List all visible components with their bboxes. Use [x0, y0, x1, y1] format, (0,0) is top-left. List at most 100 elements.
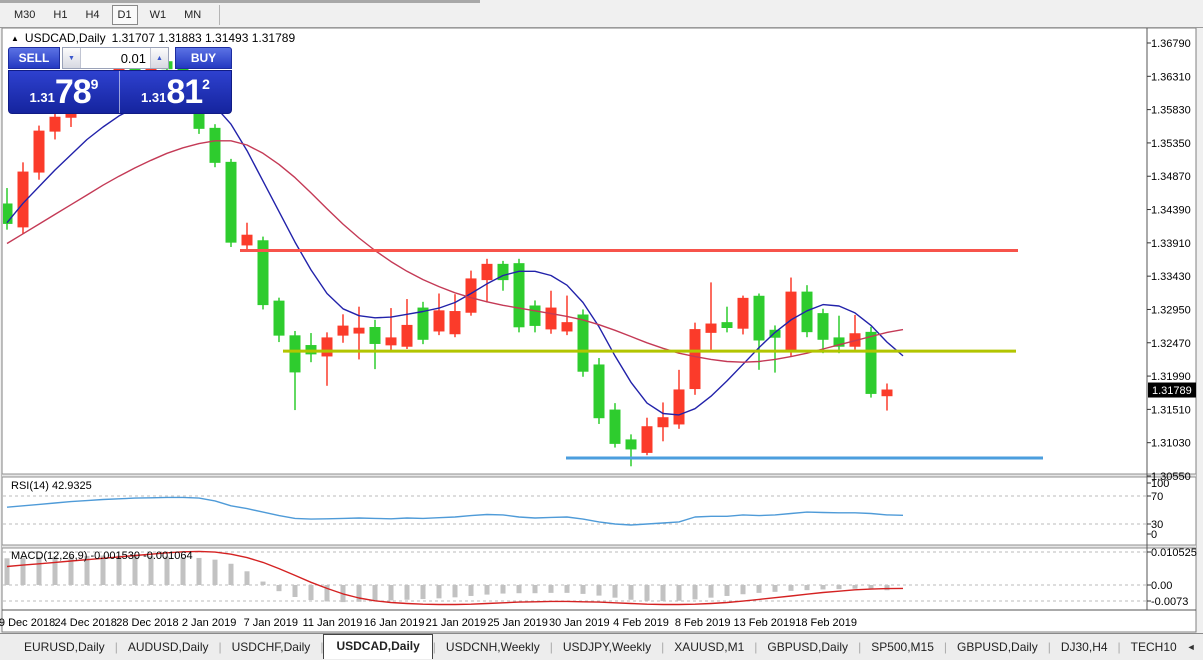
candle-body [225, 161, 237, 243]
timeframe-button-w1[interactable]: W1 [149, 9, 167, 21]
macd-histogram-bar [804, 585, 810, 591]
buy-price-pip-digit: 2 [202, 76, 210, 92]
date-label: 21 Jan 2019 [426, 617, 487, 629]
chart-ohlc-values: 1.31707 1.31883 1.31493 1.31789 [111, 31, 296, 45]
svg-text:0.010525: 0.010525 [1151, 547, 1197, 559]
chart-tab-eurusd-daily[interactable]: EURUSD,Daily [24, 640, 105, 654]
tab-separator: | [858, 640, 862, 654]
chart-tab-usdjpy-weekly[interactable]: USDJPY,Weekly [562, 640, 652, 654]
chart-tab-audusd-daily[interactable]: AUDUSD,Daily [127, 640, 209, 654]
macd-histogram-bar [724, 585, 730, 596]
macd-histogram-bar [308, 585, 314, 601]
chart-tab-gbpusd-daily[interactable]: GBPUSD,Daily [957, 640, 1038, 654]
date-label: 16 Jan 2019 [364, 617, 425, 629]
chart-tab-usdchf-daily[interactable]: USDCHF,Daily [231, 640, 311, 654]
rsi-pane[interactable] [3, 495, 1147, 526]
macd-indicator-label: MACD(12,26,9) -0.001530 -0.001064 [11, 550, 193, 562]
svg-text:100: 100 [1151, 478, 1169, 490]
date-label: 18 Feb 2019 [795, 617, 857, 629]
candle-body [273, 300, 285, 336]
macd-histogram-bar [388, 585, 394, 601]
tab-separator: | [114, 640, 118, 654]
macd-histogram-bar [564, 585, 570, 593]
macd-histogram-bar [580, 585, 586, 594]
macd-histogram-bar [196, 557, 202, 585]
candle-body [785, 291, 797, 351]
tab-separator: | [218, 640, 222, 654]
macd-histogram-bar [20, 557, 26, 585]
sell-price-pip-digit: 9 [90, 76, 99, 92]
volume-input[interactable] [81, 48, 150, 68]
chart-tab-usdcnh-weekly[interactable]: USDCNH,Weekly [445, 640, 540, 654]
chart-tab-tech10[interactable]: TECH10 [1130, 640, 1177, 654]
candle-body [337, 325, 349, 336]
sell-price-display[interactable]: 1.31 78 9 [9, 71, 120, 113]
macd-histogram-bar [52, 556, 58, 585]
sell-button[interactable]: SELL [8, 47, 60, 69]
chart-tab-gbpusd-daily[interactable]: GBPUSD,Daily [767, 640, 849, 654]
volume-up-button[interactable]: ▲ [150, 48, 168, 68]
macd-histogram-bar [292, 585, 298, 597]
candle-body [401, 324, 413, 347]
macd-histogram-bar [692, 585, 698, 600]
timeframe-buttons: M30 H1 H4 D1 W1 MN [2, 5, 221, 25]
candle-body [449, 311, 461, 335]
moving-average-slow-line [6, 140, 904, 363]
candle-body [721, 322, 733, 328]
tab-scroll-left-icon[interactable]: ◄ [1186, 642, 1196, 652]
candle-body [49, 116, 61, 132]
svg-text:1.30550: 1.30550 [1151, 471, 1191, 483]
timeframe-button-m30[interactable]: M30 [14, 9, 36, 21]
timeframe-button-h1[interactable]: H1 [53, 9, 68, 21]
buy-price-display[interactable]: 1.31 81 2 [120, 71, 231, 113]
svg-text:1.33430: 1.33430 [1151, 271, 1191, 283]
timeframe-button-d1[interactable]: D1 [111, 5, 138, 25]
macd-histogram-bar [660, 585, 666, 602]
buy-button[interactable]: BUY [175, 47, 232, 69]
candle-body [497, 263, 509, 281]
timeframe-button-h4[interactable]: H4 [85, 9, 100, 21]
chart-tabs: EURUSD,Daily | AUDUSD,Daily | USDCHF,Daily | U… [14, 633, 1187, 659]
macd-histogram-bar [36, 556, 42, 585]
macd-histogram-bar [260, 581, 266, 585]
tab-separator: | [320, 640, 324, 654]
svg-text:70: 70 [1151, 491, 1163, 503]
chart-tab-sp500-m15[interactable]: SP500,M15 [871, 640, 934, 654]
macd-histogram-bar [116, 555, 122, 585]
svg-text:1.34870: 1.34870 [1151, 171, 1191, 183]
candle-body [577, 314, 589, 372]
timeframe-button-mn[interactable]: MN [184, 9, 202, 21]
chart-tab-dj30-h4[interactable]: DJ30,H4 [1060, 640, 1108, 654]
svg-text:1.36790: 1.36790 [1151, 38, 1191, 50]
candle-body [529, 305, 541, 326]
candle-body [3, 203, 13, 224]
candle-body [321, 337, 333, 357]
macd-pane[interactable] [3, 550, 1147, 606]
price-axis[interactable]: 1.36790 1.36310 1.35830 1.35350 1.34870 1.343… [1147, 38, 1197, 608]
candle-body [609, 409, 621, 444]
macd-histogram-bar [132, 555, 138, 585]
svg-text:1.35830: 1.35830 [1151, 105, 1191, 117]
collapse-triangle-icon[interactable]: ▲ [11, 33, 19, 43]
date-label: 8 Feb 2019 [675, 617, 731, 629]
candle-body [801, 291, 813, 333]
chart-tab-xauusd-m1[interactable]: XAUUSD,M1 [674, 640, 745, 654]
candle-body [689, 329, 701, 390]
date-label: 28 Dec 2018 [116, 617, 178, 629]
timeframe-toolbar: M30 H1 H4 D1 W1 MN [0, 0, 1203, 28]
svg-text:1.34390: 1.34390 [1151, 205, 1191, 217]
macd-histogram-bar [4, 558, 10, 585]
candle-body [817, 313, 829, 340]
macd-histogram-bar [68, 556, 74, 585]
candle-body [17, 171, 29, 228]
macd-histogram-bar [708, 585, 714, 598]
macd-histogram-bar [868, 585, 874, 590]
date-label: 11 Jan 2019 [303, 617, 363, 629]
chart-tab-usdcad-daily[interactable]: USDCAD,Daily [323, 633, 433, 659]
tab-separator: | [1117, 640, 1121, 654]
svg-text:1.31510: 1.31510 [1151, 404, 1191, 416]
macd-histogram-bar [788, 585, 794, 591]
volume-down-button[interactable]: ▼ [63, 48, 81, 68]
